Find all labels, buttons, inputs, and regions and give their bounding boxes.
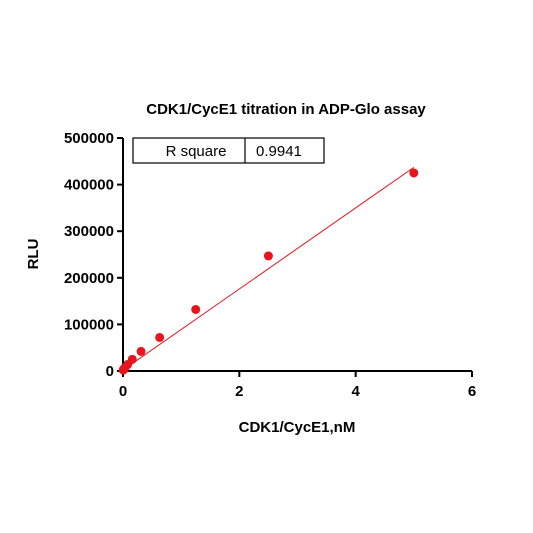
x-tick-label: 2 [235,383,243,400]
data-points [118,168,419,375]
chart-title: CDK1/CycE1 titration in ADP-Glo assay [146,101,426,118]
axes [122,138,472,372]
fit-line-group [122,166,415,371]
x-axis-label: CDK1/CycE1,nM [239,419,356,436]
data-point [191,304,201,314]
stats-table: R square 0.9941 [132,137,325,164]
y-tick-label: 400000 [64,177,114,194]
data-point [127,354,137,364]
data-point [409,168,419,178]
x-tick-label: 0 [119,383,127,400]
y-tick-label: 300000 [64,223,114,240]
stats-table-border [132,137,325,164]
y-tick-label: 500000 [64,130,114,147]
x-tick-label: 6 [468,383,476,400]
data-point [136,346,146,356]
data-point [155,332,165,342]
y-axis-label: RLU [25,239,42,270]
stats-value: 0.9941 [256,143,302,160]
y-tick-label: 0 [106,363,114,380]
y-tick-label: 100000 [64,316,114,333]
ticks: 0 100000 200000 300000 400000 500000 0 2 4 6 [64,130,476,400]
stats-label: R square [166,143,227,160]
data-point [263,251,273,261]
fit-line [122,166,415,371]
x-tick-label: 4 [351,383,360,400]
y-tick-label: 200000 [64,270,114,287]
